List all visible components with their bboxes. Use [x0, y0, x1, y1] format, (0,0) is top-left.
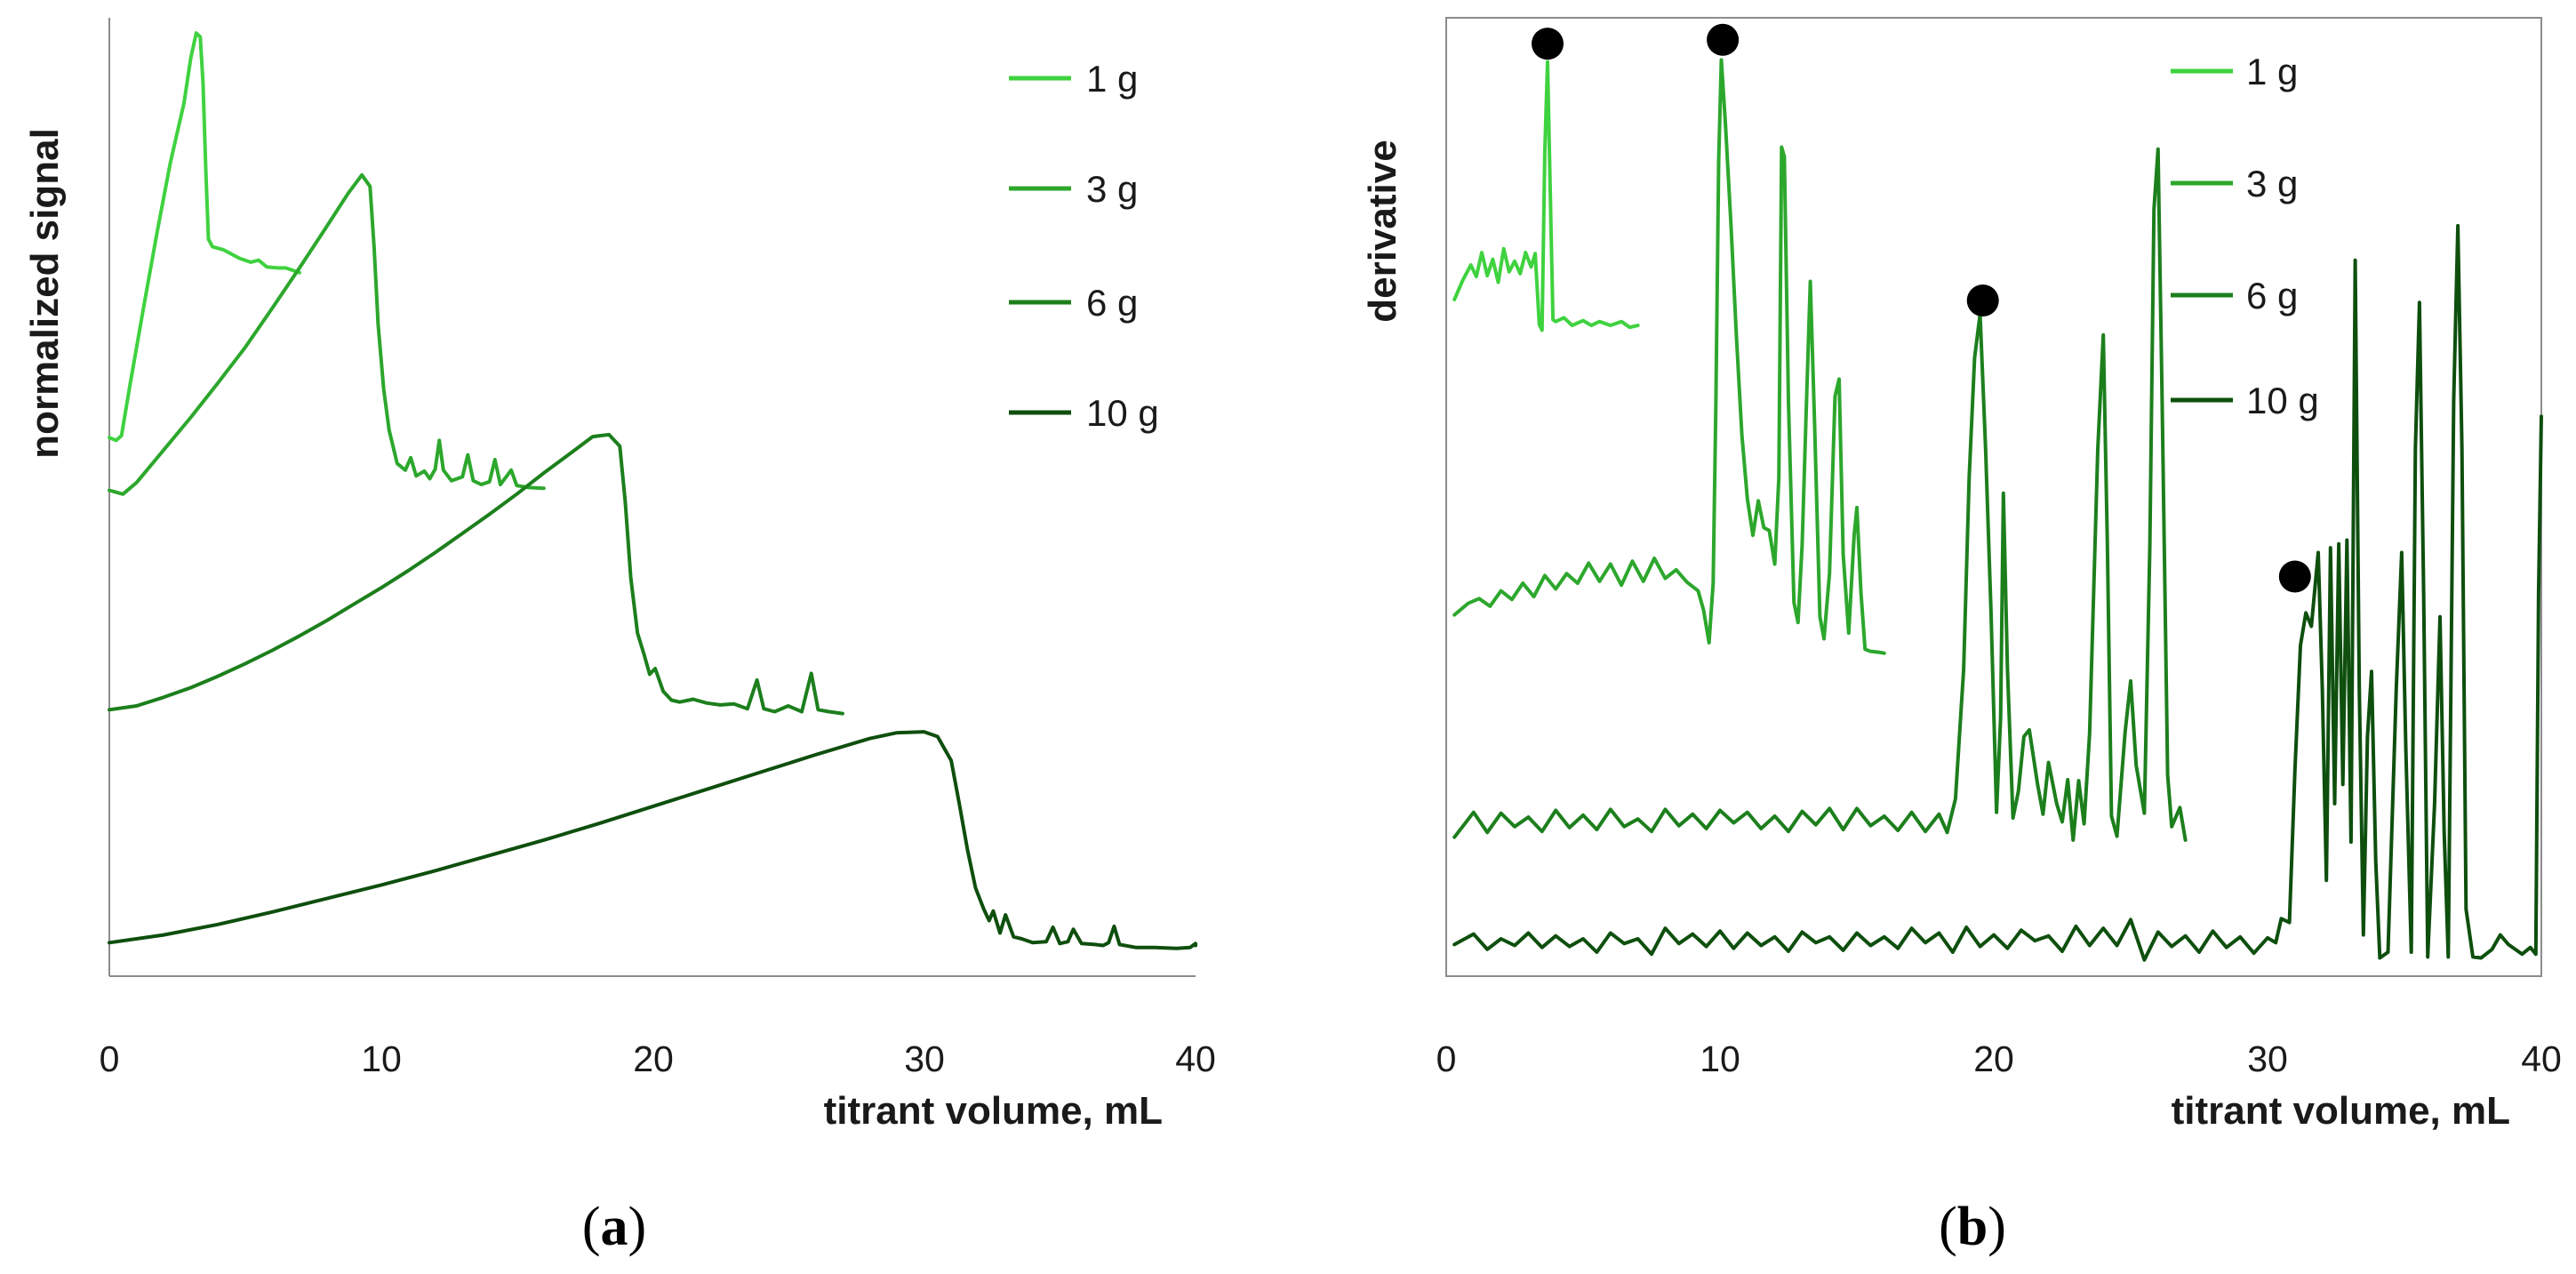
series-line-6g [108, 432, 844, 716]
panel-label-a: (a) [582, 1197, 646, 1257]
legend-label: 3 g [1086, 168, 1138, 210]
x-axis-title-b: titrant volume, mL [2172, 1089, 2510, 1133]
panel-label-b: (b) [1939, 1197, 2006, 1257]
x-axis-title-a: titrant volume, mL [824, 1089, 1163, 1133]
peak-marker [1707, 23, 1740, 56]
legend-label: 6 g [1086, 282, 1138, 324]
x-tick-label: 40 [1175, 1038, 1216, 1079]
x-tick-label: 20 [1973, 1038, 2014, 1079]
x-tick-labels-b: 0 10 20 30 40 [1436, 1038, 2562, 1079]
x-tick-label: 20 [633, 1038, 674, 1079]
x-tick-label: 30 [2247, 1038, 2288, 1079]
x-tick-label: 10 [361, 1038, 402, 1079]
y-axis-title-a: normalized signal [23, 128, 67, 459]
series-line-10g [108, 730, 1197, 950]
legend-a: 1 g 3 g 6 g 10 g [1009, 58, 1159, 434]
series-line-1g [108, 31, 301, 443]
peak-marker [1532, 28, 1564, 60]
legend-label: 6 g [2246, 275, 2298, 316]
peak-markers-b [1532, 23, 2311, 593]
x-tick-label: 0 [100, 1038, 120, 1079]
series-line-6g [1452, 147, 2188, 842]
series-line-3g [1452, 58, 1886, 655]
series-line-3g [108, 172, 546, 496]
legend-label: 10 g [2246, 380, 2319, 421]
chart-panel-b: 0 10 20 30 40 titrant volume, mL derivat… [1361, 17, 2562, 1257]
y-axis-title-b: derivative [1361, 140, 1404, 322]
series-line-10g [1452, 223, 2543, 962]
x-tick-labels-a: 0 10 20 30 40 [100, 1038, 1216, 1079]
legend-label: 1 g [2246, 51, 2298, 92]
series-line-1g [1452, 60, 1640, 333]
legend-label: 3 g [2246, 163, 2298, 204]
x-tick-label: 30 [904, 1038, 945, 1079]
legend-label: 10 g [1086, 392, 1159, 434]
series-group-b [1452, 58, 2543, 962]
x-tick-label: 40 [2521, 1038, 2562, 1079]
x-tick-label: 0 [1436, 1038, 1457, 1079]
chart-panel-a: 0 10 20 30 40 titrant volume, mL normali… [23, 18, 1216, 1257]
x-tick-label: 10 [1700, 1038, 1740, 1079]
legend-b: 1 g 3 g 6 g 10 g [2171, 51, 2319, 421]
series-group-a [108, 31, 1197, 950]
plot-frame-b [1445, 17, 2542, 977]
peak-marker [1966, 284, 1999, 316]
legend-label: 1 g [1086, 58, 1138, 100]
peak-marker [2278, 560, 2311, 593]
